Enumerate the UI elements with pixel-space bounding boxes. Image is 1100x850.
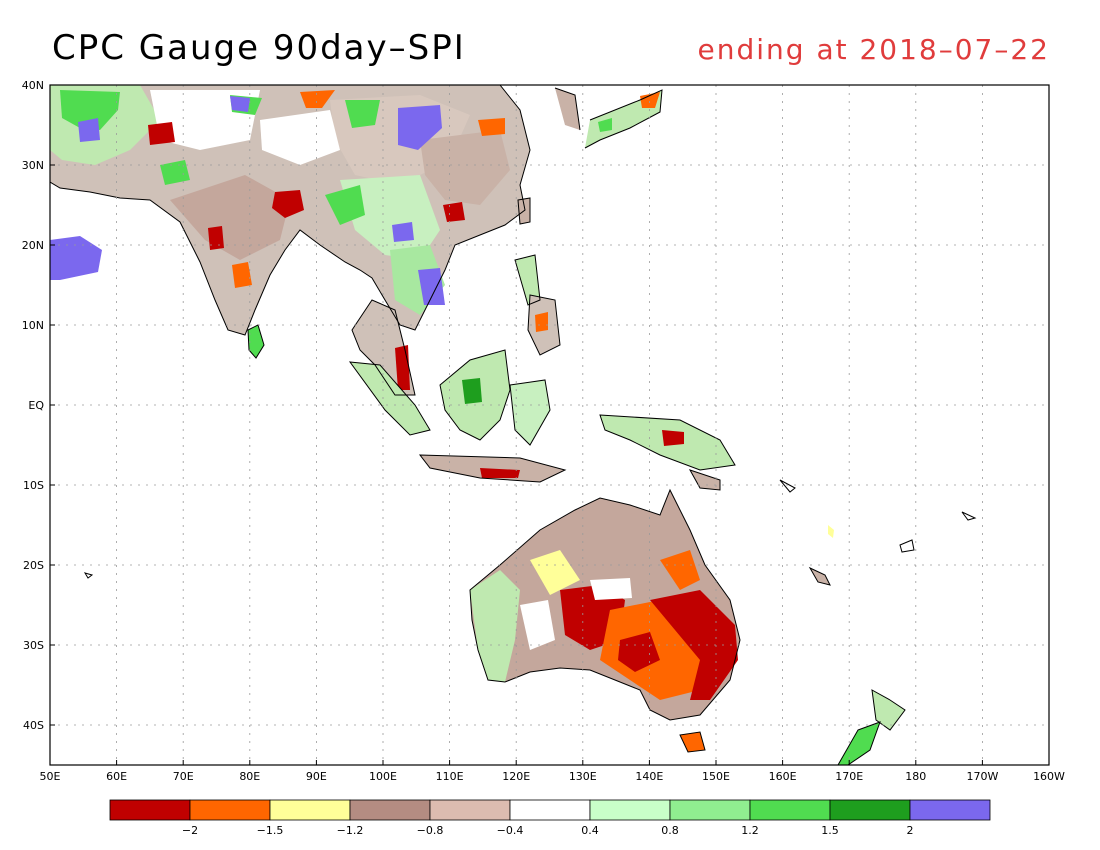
pacific-island [828, 525, 834, 538]
lat-tick-label: 20S [23, 559, 44, 572]
spi-field [50, 85, 905, 765]
coastlines [50, 85, 977, 765]
asia-landmass [50, 85, 530, 335]
lat-tick-label: 20N [22, 239, 44, 252]
legend-label: 2 [907, 824, 914, 837]
legend-label: 1.5 [821, 824, 839, 837]
legend-swatch [909, 799, 991, 821]
lon-tick-label: 160W [1033, 770, 1065, 783]
colorbar-legend: −2 −1.5 −1.2 −0.8 −0.4 0.4 0.8 1.2 1.5 2 [109, 799, 991, 837]
legend-label: 0.4 [581, 824, 599, 837]
philippines-region [515, 198, 560, 355]
legend-swatch [109, 799, 191, 821]
legend-swatch [829, 799, 911, 821]
latitude-axis: 40N 30N 20N 10N EQ 10S 20S 30S 40S [22, 79, 55, 732]
lon-tick-label: 140E [635, 770, 663, 783]
lon-tick-label: 130E [569, 770, 597, 783]
lon-tick-label: 50E [40, 770, 61, 783]
legend-swatch [269, 799, 351, 821]
legend-swatch [589, 799, 671, 821]
map-title: CPC Gauge 90day–SPI [52, 28, 466, 68]
lat-tick-label: 30S [23, 639, 44, 652]
legend-label: 0.8 [661, 824, 679, 837]
lon-tick-label: 70E [173, 770, 194, 783]
legend-label: −0.8 [417, 824, 444, 837]
lon-tick-label: 60E [106, 770, 127, 783]
gridlines [50, 85, 1049, 765]
legend-swatch [349, 799, 431, 821]
legend-swatch [429, 799, 511, 821]
maritime-region [350, 300, 735, 490]
japan-region [555, 88, 662, 148]
lon-tick-label: 110E [436, 770, 464, 783]
lon-tick-label: 170W [966, 770, 998, 783]
pacific-island [810, 568, 830, 585]
lon-tick-label: 90E [306, 770, 327, 783]
legend-swatch [749, 799, 831, 821]
lat-tick-label: 40S [23, 719, 44, 732]
lat-tick-label: 10S [23, 479, 44, 492]
legend-label: 1.2 [741, 824, 759, 837]
lon-tick-label: 160E [769, 770, 797, 783]
lon-tick-label: 120E [502, 770, 530, 783]
lon-tick-label: 100E [369, 770, 397, 783]
lon-tick-label: 80E [239, 770, 260, 783]
legend-swatch [509, 799, 591, 821]
lon-tick-label: 150E [702, 770, 730, 783]
legend-label: −1.2 [337, 824, 364, 837]
map-frame [49, 84, 1050, 766]
date-label: ending at 2018–07–22 [697, 33, 1050, 66]
longitude-axis: 50E 60E 70E 80E 90E 100E 110E 120E 130E 140E 150E 1… [40, 760, 1065, 783]
australia [470, 490, 740, 752]
lat-tick-label: EQ [28, 399, 44, 412]
sri-lanka [248, 325, 264, 358]
legend-swatch [189, 799, 271, 821]
new-zealand [838, 690, 905, 765]
lon-tick-label: 170E [835, 770, 863, 783]
legend-swatch [669, 799, 751, 821]
lat-tick-label: 40N [22, 79, 44, 92]
legend-label: −1.5 [257, 824, 284, 837]
legend-label: −2 [182, 824, 198, 837]
legend-label: −0.4 [497, 824, 524, 837]
lat-tick-label: 10N [22, 319, 44, 332]
lat-tick-label: 30N [22, 159, 44, 172]
lon-tick-label: 180 [905, 770, 926, 783]
